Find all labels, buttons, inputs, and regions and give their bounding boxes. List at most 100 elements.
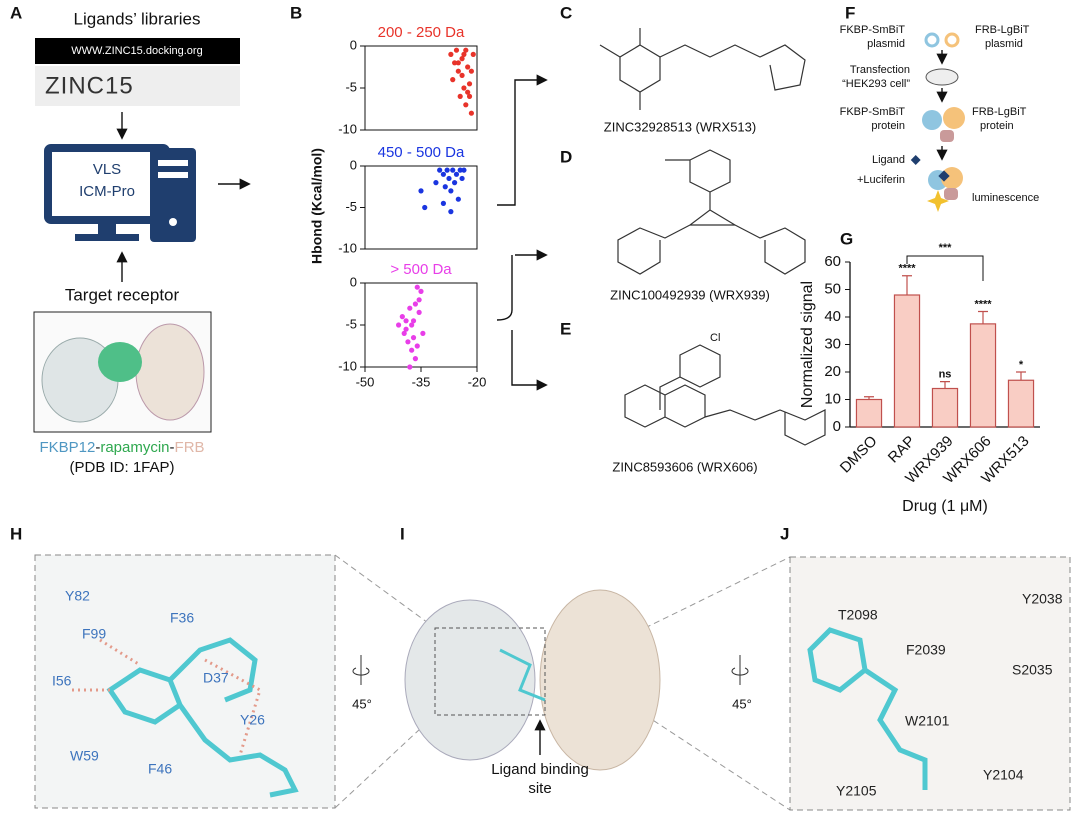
caption: ZINC32928513 (WRX513) xyxy=(604,119,756,134)
point xyxy=(461,85,467,91)
point xyxy=(410,318,417,324)
tower-slot xyxy=(158,160,188,166)
frb xyxy=(135,323,205,421)
point xyxy=(437,167,443,173)
bar xyxy=(1007,379,1035,428)
bar xyxy=(893,294,921,428)
error-bar xyxy=(978,310,988,324)
point xyxy=(403,326,409,332)
point xyxy=(418,188,424,194)
plasmid xyxy=(924,32,940,48)
receptor-label: Target receptor xyxy=(65,285,180,304)
point xyxy=(448,188,454,194)
frb-shape xyxy=(940,130,954,142)
x-tick-label: RAP xyxy=(885,433,919,467)
x-tick-label: DMSO xyxy=(837,433,881,477)
frb-shape xyxy=(944,188,958,200)
f-label: luminescence xyxy=(972,192,1039,204)
ligand xyxy=(910,155,921,165)
bar xyxy=(931,387,959,428)
point xyxy=(452,180,458,186)
pdb: (PDB ID: 1FAP) xyxy=(69,459,174,476)
url: WWW.ZINC15.docking.org xyxy=(71,45,202,57)
panel-a-title: Ligands’ libraries xyxy=(74,9,201,28)
light xyxy=(927,190,949,212)
point xyxy=(452,60,458,66)
zoom-line xyxy=(334,554,791,811)
shape xyxy=(807,627,928,790)
point xyxy=(405,339,411,345)
x-tick-label: -50 xyxy=(356,374,375,389)
shape xyxy=(679,344,721,388)
frb-label: FRB xyxy=(175,439,205,456)
f-label: +Luciferin xyxy=(857,174,905,186)
shape xyxy=(689,149,731,193)
scatter-title: > 500 Da xyxy=(390,261,452,278)
point xyxy=(396,322,402,328)
point xyxy=(412,301,418,307)
point xyxy=(455,196,461,202)
tower-button xyxy=(169,218,177,226)
db-box xyxy=(35,66,240,106)
point xyxy=(418,288,424,294)
sep: - xyxy=(95,439,100,456)
point xyxy=(448,209,454,215)
panel-label: F xyxy=(845,3,855,22)
panel-label: D xyxy=(560,147,572,166)
molecule-c xyxy=(599,28,806,110)
f-label: FKBP-SmBiT xyxy=(840,106,906,118)
y-tick-label: 0 xyxy=(833,418,841,435)
tower xyxy=(150,148,196,242)
h-ligand xyxy=(106,637,299,798)
residue: W59 xyxy=(70,748,99,764)
point xyxy=(450,167,456,173)
shape xyxy=(599,28,806,110)
point xyxy=(466,93,473,99)
frb xyxy=(539,589,661,771)
f-label: FRB-LgBiT xyxy=(975,24,1030,36)
point xyxy=(399,314,405,320)
panel-label: C xyxy=(560,3,572,22)
panel-label: B xyxy=(290,3,302,22)
panel-label: I xyxy=(400,524,405,543)
shape xyxy=(106,637,299,798)
arrow xyxy=(497,74,548,206)
point xyxy=(459,72,465,78)
site-label: Ligand binding xyxy=(491,761,589,778)
monitor-base xyxy=(75,234,139,241)
ligand xyxy=(938,170,950,182)
point xyxy=(453,171,460,177)
y-tick-label: 0 xyxy=(350,274,357,289)
y-tick-label: -5 xyxy=(345,79,357,94)
y-tick-label: 50 xyxy=(824,280,841,297)
point xyxy=(455,60,461,66)
x-tick-label: -20 xyxy=(468,374,487,389)
point xyxy=(466,81,473,87)
point xyxy=(468,110,474,116)
bar xyxy=(855,398,883,428)
point xyxy=(459,56,465,62)
bracket-label: *** xyxy=(939,242,953,254)
error-bar xyxy=(940,381,950,389)
point xyxy=(440,171,446,177)
fkbp xyxy=(404,599,536,761)
rapamycin-label: rapamycin xyxy=(100,439,169,456)
x-axis-label: Drug (1 μM) xyxy=(902,498,988,515)
j-ligand xyxy=(807,627,928,790)
bracket xyxy=(906,255,984,281)
error-bar xyxy=(1016,371,1026,381)
f-label: plasmid xyxy=(867,38,905,50)
ligand xyxy=(499,648,546,702)
point xyxy=(455,68,461,74)
point xyxy=(442,184,448,190)
rotation: 45° xyxy=(732,696,752,711)
site-box xyxy=(434,627,546,716)
residue: Y82 xyxy=(65,588,90,604)
significance: ns xyxy=(939,369,952,381)
residue: D37 xyxy=(203,670,229,686)
point xyxy=(468,68,474,74)
residue: Y2104 xyxy=(983,767,1024,783)
scatter-title: 200 - 250 Da xyxy=(378,24,465,41)
f-label: FRB-LgBiT xyxy=(972,106,1027,118)
